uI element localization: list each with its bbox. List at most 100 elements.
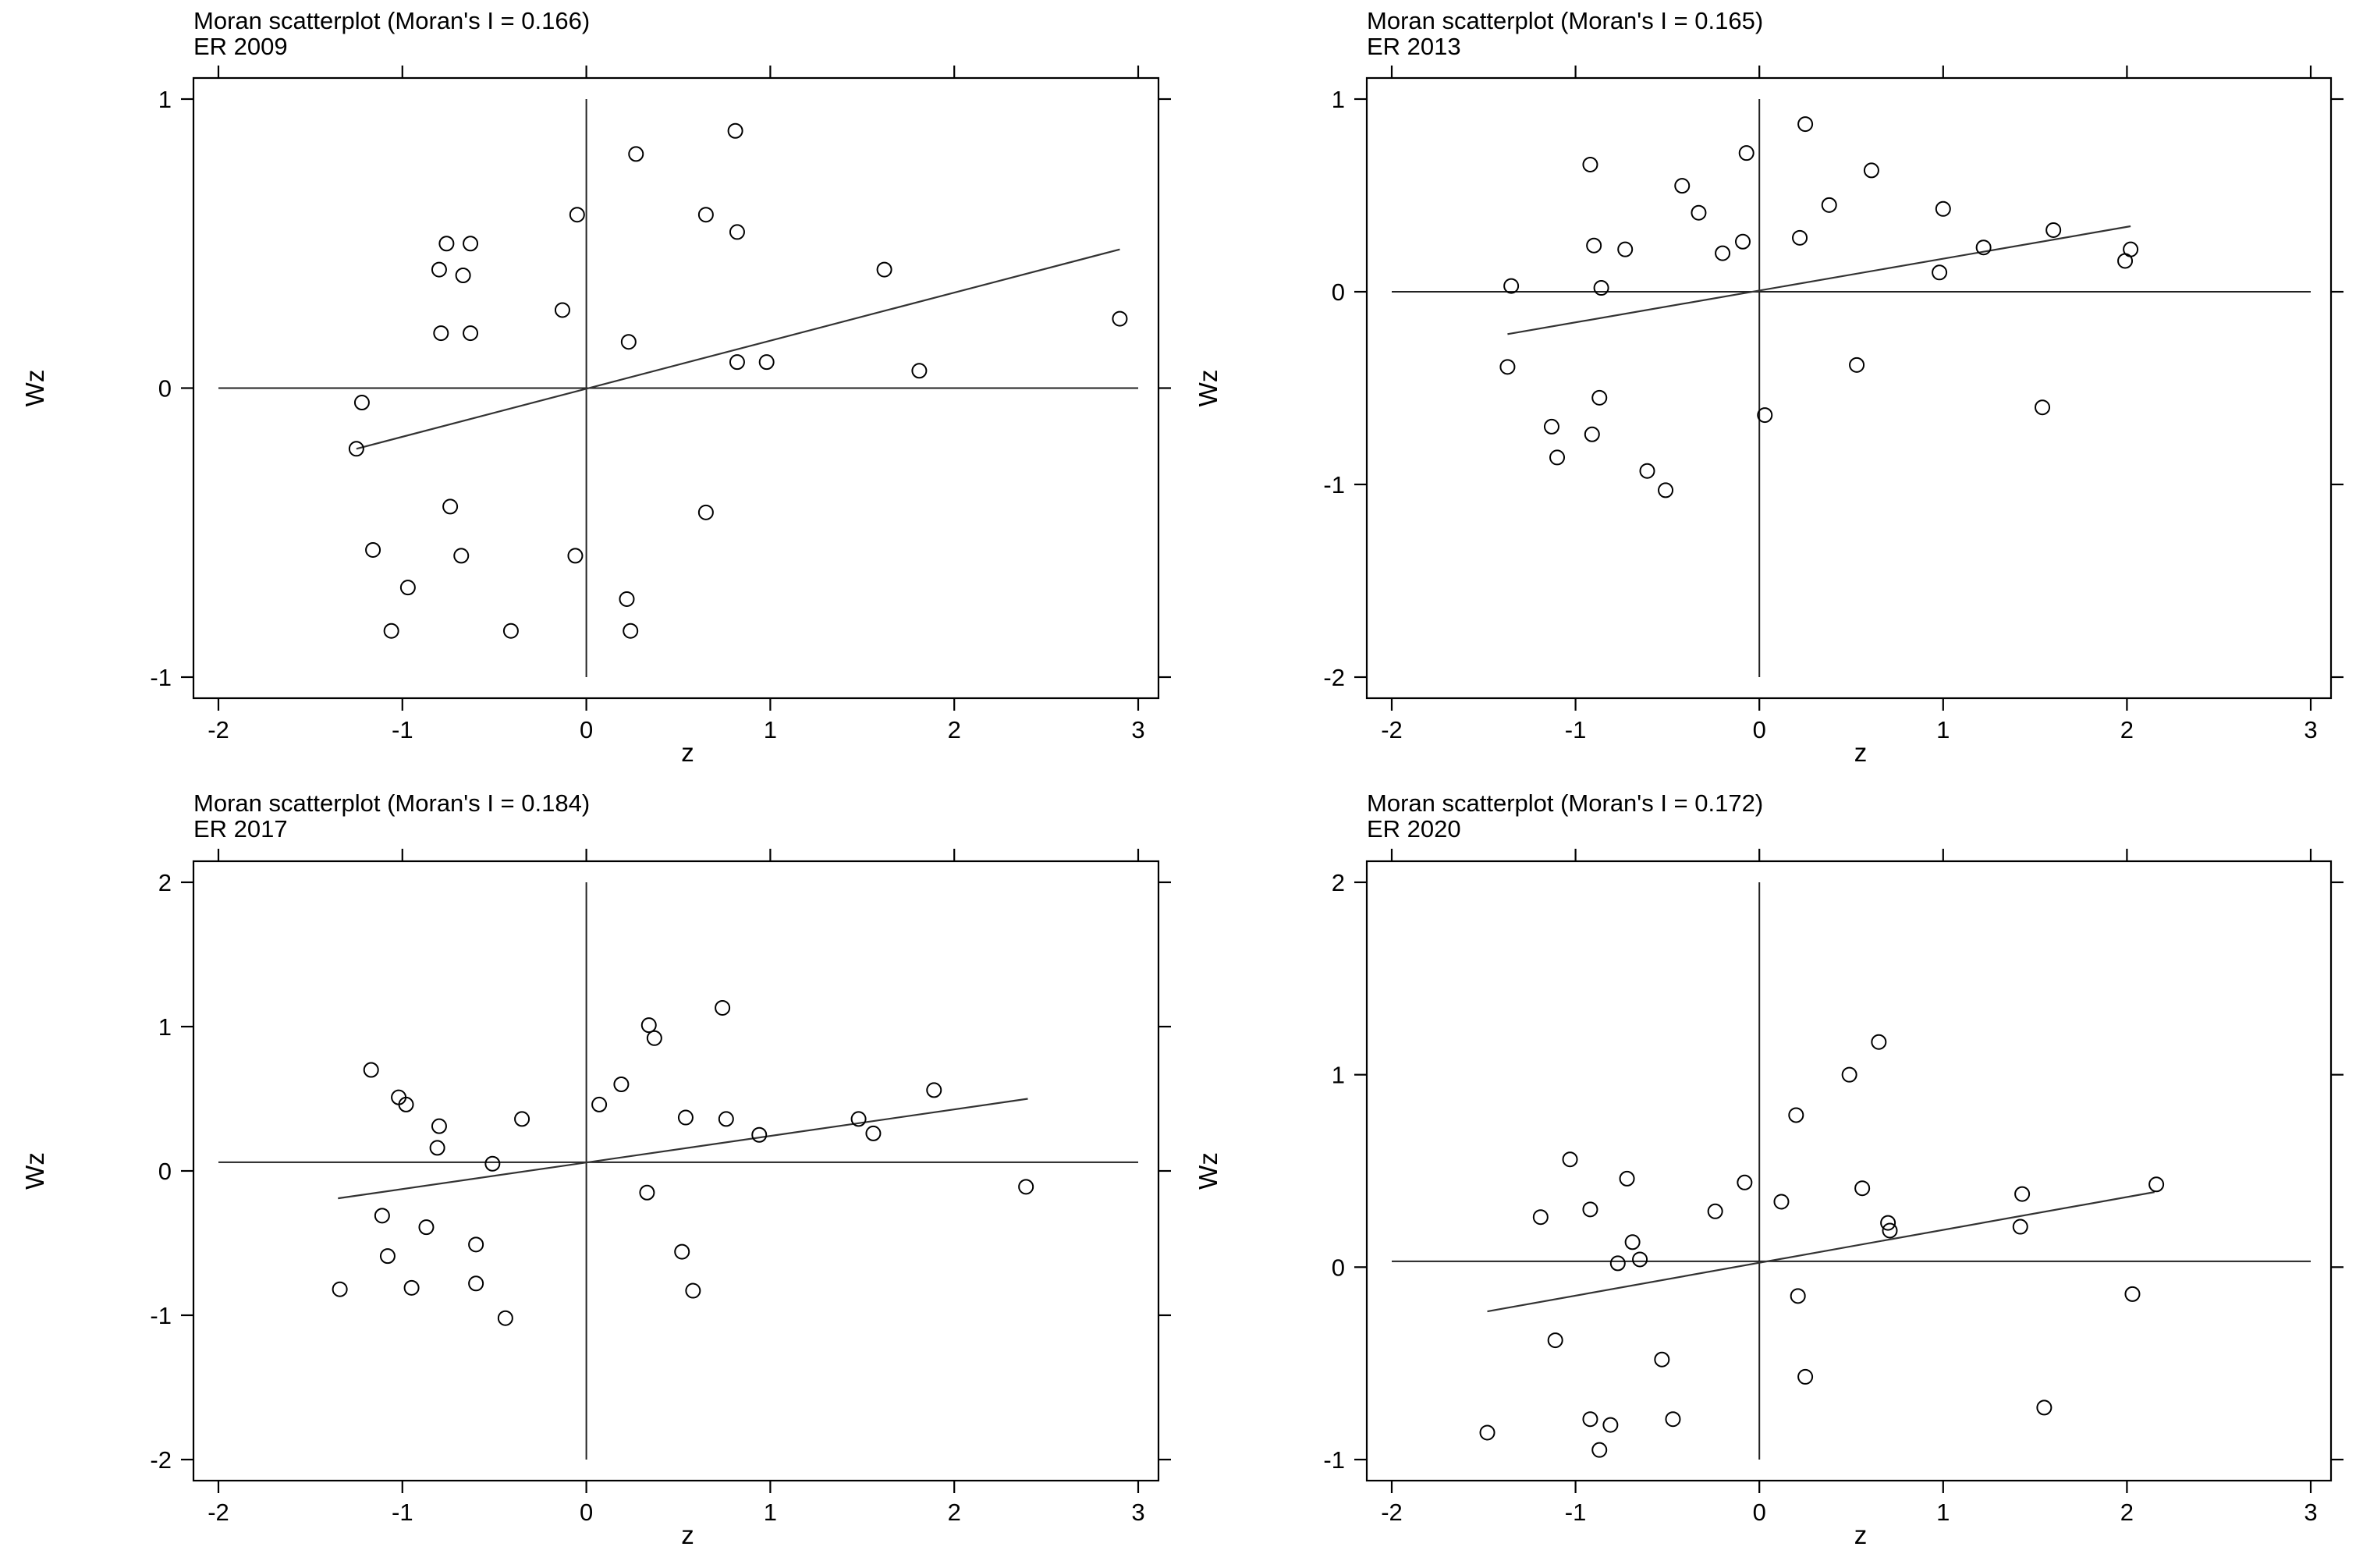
scatter-point <box>502 623 519 639</box>
scatter-point <box>468 1236 484 1253</box>
regression-fit-line <box>338 1098 1028 1200</box>
x-tick-label: -2 <box>1381 716 1403 743</box>
x-tick-label: 2 <box>948 716 961 743</box>
scatter-point <box>1503 278 1520 294</box>
scatter-point <box>715 999 731 1016</box>
y-tick-label: 1 <box>1332 86 1345 113</box>
scatter-point <box>1584 426 1600 442</box>
scatter-point <box>619 591 635 607</box>
scatter-point <box>1880 1215 1896 1231</box>
scatter-point <box>926 1082 942 1098</box>
scatter-point <box>374 1208 390 1224</box>
x-tick-label: 1 <box>764 1499 777 1526</box>
scatter-point <box>484 1155 501 1172</box>
scatter-point <box>429 1140 445 1156</box>
scatter-point <box>1658 482 1674 498</box>
scatter-point <box>1549 449 1566 466</box>
scatter-point <box>685 1282 701 1299</box>
x-tick-label: 0 <box>1753 716 1766 743</box>
scatter-point <box>332 1281 348 1297</box>
y-tick-label: -1 <box>150 664 172 691</box>
scatter-point <box>1871 1034 1887 1050</box>
chart-subtitle: ER 2009 <box>193 33 288 60</box>
scatter-point <box>1532 1209 1549 1226</box>
scatter-point <box>751 1126 768 1143</box>
scatter-point <box>1547 1332 1563 1349</box>
scatter-point <box>1586 237 1602 254</box>
scatter-point <box>403 1279 420 1296</box>
chart-panel-2: Moran scatterplot (Moran's I = 0.165)ER … <box>1194 7 2343 767</box>
scatter-point <box>1632 1251 1648 1268</box>
y-tick-label: -1 <box>1323 1446 1345 1474</box>
scatter-point <box>399 580 416 596</box>
x-tick-label: 0 <box>580 1499 593 1526</box>
scatter-point <box>1773 1194 1790 1210</box>
x-tick-label: 3 <box>1131 716 1144 743</box>
scatter-point <box>1674 178 1691 194</box>
scatter-point <box>1624 1234 1641 1250</box>
scatter-point <box>2036 1399 2053 1416</box>
scatter-point <box>613 1077 630 1092</box>
scatter-point <box>1790 1288 1806 1304</box>
scatter-point <box>1582 1411 1598 1428</box>
y-tick-label: 1 <box>1332 1062 1345 1089</box>
scatter-point <box>431 1118 447 1134</box>
scatter-point <box>1757 407 1773 424</box>
scatter-point <box>438 236 455 252</box>
scatter-point <box>418 1219 435 1236</box>
scatter-point <box>876 261 892 278</box>
scatter-point <box>442 498 459 515</box>
scatter-point <box>1707 1203 1723 1219</box>
scatter-point <box>1691 204 1707 221</box>
scatter-point <box>1797 1368 1814 1385</box>
scatter-point <box>2035 399 2051 416</box>
scatter-point <box>1582 1201 1598 1218</box>
x-tick-label: -1 <box>1565 716 1587 743</box>
y-tick-label: 1 <box>158 1013 172 1041</box>
plot-frame <box>192 860 1160 1482</box>
scatter-point <box>468 1275 484 1292</box>
scatter-point <box>453 548 470 564</box>
scatter-point <box>554 302 570 318</box>
scatter-point <box>1543 418 1559 435</box>
scatter-point <box>2148 1176 2165 1193</box>
x-tick-label: 3 <box>2304 1499 2317 1526</box>
scatter-point <box>727 122 743 139</box>
scatter-point <box>1737 1174 1753 1190</box>
scatter-point <box>1882 1222 1898 1239</box>
scatter-point <box>620 334 637 350</box>
scatter-point <box>865 1125 882 1141</box>
scatter-point <box>628 146 644 162</box>
x-tick-label: -1 <box>392 716 413 743</box>
y-tick-label: -1 <box>1323 471 1345 498</box>
y-axis-label: Wz <box>20 370 49 407</box>
chart-title: Moran scatterplot (Moran's I = 0.172) <box>1367 789 1763 817</box>
scatter-point <box>697 207 714 223</box>
scatter-point <box>1591 389 1608 406</box>
scatter-point <box>1619 1170 1635 1187</box>
scatter-point <box>463 236 479 252</box>
scatter-point <box>383 623 399 639</box>
scatter-point <box>758 354 775 371</box>
scatter-point <box>1932 264 1948 281</box>
plot-frame <box>1365 76 2333 700</box>
y-tick-label: 0 <box>1332 1254 1345 1281</box>
x-tick-label: -1 <box>1565 1499 1587 1526</box>
scatter-point <box>1639 463 1655 479</box>
x-tick-label: -2 <box>1381 1499 1403 1526</box>
scatter-point <box>1479 1424 1496 1441</box>
scatter-point <box>497 1310 513 1326</box>
scatter-point <box>1715 245 1731 261</box>
scatter-point <box>1562 1151 1578 1168</box>
x-axis-label: z <box>1854 738 1868 767</box>
scatter-point <box>379 1248 396 1265</box>
scatter-point <box>1854 1180 1871 1197</box>
x-axis-label: z <box>681 1520 694 1549</box>
y-axis-label: Wz <box>20 1152 49 1190</box>
scatter-point <box>729 354 745 371</box>
x-tick-label: 2 <box>2120 1499 2134 1526</box>
scatter-point <box>365 541 381 558</box>
scatter-point <box>2012 1219 2028 1235</box>
scatter-point <box>639 1184 655 1201</box>
